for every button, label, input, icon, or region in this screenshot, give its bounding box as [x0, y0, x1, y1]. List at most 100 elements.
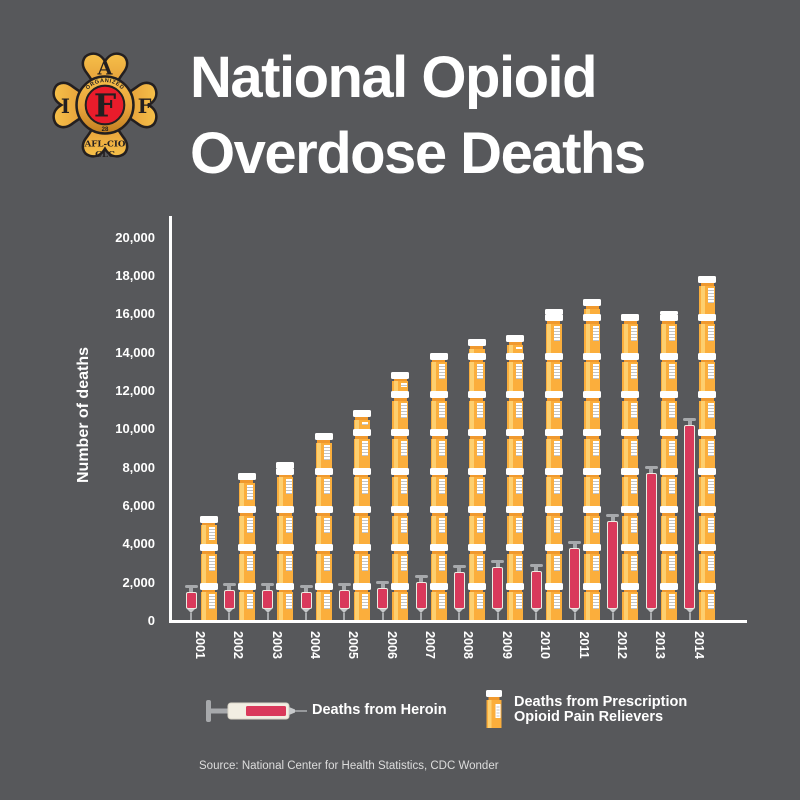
bottle-highlight	[700, 592, 705, 621]
pill-bottle-icon	[583, 391, 601, 430]
bottle-cap	[352, 544, 371, 552]
bar-heroin	[222, 583, 236, 621]
pill-bottle-icon	[506, 352, 525, 392]
bottle-neck	[508, 474, 522, 478]
bottle-cap	[237, 473, 256, 481]
bottle-label	[630, 364, 637, 380]
bottle-body	[468, 400, 485, 430]
y-tick-label: 10,000	[115, 421, 155, 437]
pill-bottle-icon	[659, 582, 678, 621]
bottle-highlight	[432, 477, 437, 507]
pill-bottle-icon	[544, 544, 563, 583]
bottle-label	[554, 594, 561, 610]
bottle-neck	[508, 551, 522, 554]
syringe-barrel	[415, 582, 427, 609]
bottle-body	[699, 592, 716, 621]
logo-clc-text: CLC	[95, 150, 115, 160]
pill-bottle-icon	[506, 506, 525, 545]
bottle-highlight	[662, 400, 667, 430]
bottle-body	[507, 400, 524, 430]
bottle-label	[400, 594, 407, 610]
bottle-neck	[393, 436, 407, 439]
pill-bottle-icon	[237, 544, 256, 583]
bottle-highlight	[662, 362, 667, 392]
syringe-handle	[606, 514, 620, 517]
bottle-body	[430, 362, 447, 392]
bottle-body	[699, 515, 716, 545]
bottle-neck	[623, 436, 637, 439]
bottle-body	[699, 553, 716, 583]
bottle-cap	[698, 276, 717, 284]
bottle-neck	[317, 474, 331, 478]
syringe-barrel	[262, 590, 274, 609]
bottle-label	[554, 479, 561, 495]
bottle-neck	[623, 359, 637, 363]
bottle-neck	[585, 359, 599, 363]
bar-prescription	[352, 410, 371, 621]
pill-bottle-icon	[352, 467, 371, 507]
bottle-body	[507, 477, 524, 507]
bottle-label	[400, 402, 407, 418]
pill-bottle-icon	[506, 582, 525, 621]
bottle-neck	[317, 551, 331, 554]
bottle-body	[660, 362, 677, 392]
pill-bottle-icon	[467, 467, 486, 507]
bottle-neck	[202, 522, 215, 526]
bottle-neck	[470, 589, 484, 593]
bottle-highlight	[432, 400, 437, 430]
bottle-label	[209, 555, 215, 571]
legend-syringe-taper	[289, 707, 295, 715]
bottle-neck	[700, 398, 714, 401]
bottle-label	[400, 440, 407, 456]
bottle-label	[247, 517, 254, 533]
bottle-highlight	[317, 442, 322, 468]
bottle-cap	[391, 544, 410, 552]
bottle-cap	[352, 506, 371, 514]
pill-bottle-icon	[467, 429, 486, 468]
syringe-needle	[688, 613, 691, 621]
bottle-neck	[662, 321, 676, 324]
bottle-label	[669, 555, 676, 571]
pill-bottle-icon	[467, 582, 486, 621]
bar-prescription	[314, 433, 333, 621]
bottle-label	[515, 555, 522, 571]
bottle-highlight	[393, 381, 398, 392]
pill-bottle-icon	[583, 544, 601, 583]
x-tick-label: 2008	[461, 631, 476, 659]
bottle-cap	[583, 391, 601, 399]
bottle-highlight	[317, 515, 322, 545]
x-tick-label: 2011	[576, 631, 591, 659]
syringe-barrel	[530, 571, 542, 609]
bottle-label	[592, 517, 599, 533]
pill-bottle-icon	[391, 544, 410, 583]
bottle-cap	[659, 506, 678, 514]
bottle-highlight	[700, 438, 705, 468]
syringe-needle	[611, 613, 614, 621]
bottle-neck	[202, 551, 215, 554]
syringe-needle	[573, 613, 576, 621]
bottle-body	[277, 553, 294, 583]
bottle-highlight	[623, 477, 628, 507]
bottle-neck	[393, 589, 407, 593]
pill-bottle-icon	[583, 582, 601, 621]
bottle-highlight	[432, 592, 437, 621]
bar-heroin	[644, 466, 658, 621]
bottle-neck	[700, 436, 714, 439]
bottle-body	[238, 482, 255, 507]
pill-bottle-icon	[544, 308, 563, 315]
bottle-label	[209, 527, 215, 541]
bottle-label	[362, 440, 369, 456]
bottle-label	[439, 479, 446, 495]
bottle-body	[545, 592, 562, 621]
bottle-neck	[278, 474, 292, 478]
pill-bottle-icon	[467, 391, 486, 430]
bottle-label	[515, 517, 522, 533]
bottle-neck	[585, 551, 599, 554]
bottle-highlight	[470, 477, 475, 507]
bottle-cap	[621, 544, 640, 552]
syringe-taper	[263, 609, 272, 613]
bottle-neck	[432, 551, 446, 554]
bottle-body	[584, 438, 600, 468]
bottle-highlight	[355, 419, 360, 430]
